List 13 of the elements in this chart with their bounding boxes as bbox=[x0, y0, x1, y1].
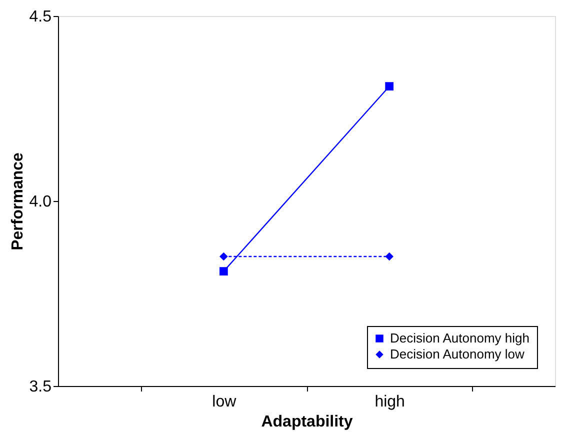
y-tick-label: 4.5 bbox=[29, 8, 52, 26]
y-tick-label: 4.0 bbox=[29, 194, 52, 210]
x-tick-label: low bbox=[212, 394, 237, 410]
x-tick-label: high bbox=[374, 394, 405, 410]
legend-label: Decision Autonomy high bbox=[390, 330, 530, 346]
x-axis-title: Adaptability bbox=[261, 414, 353, 430]
legend-label: Decision Autonomy low bbox=[390, 346, 526, 362]
point bbox=[385, 252, 394, 261]
y-tick-label: 3.5 bbox=[29, 378, 52, 396]
y-axis-title: Performance bbox=[9, 152, 26, 250]
point bbox=[219, 252, 228, 261]
point bbox=[219, 267, 228, 276]
point bbox=[385, 82, 394, 90]
